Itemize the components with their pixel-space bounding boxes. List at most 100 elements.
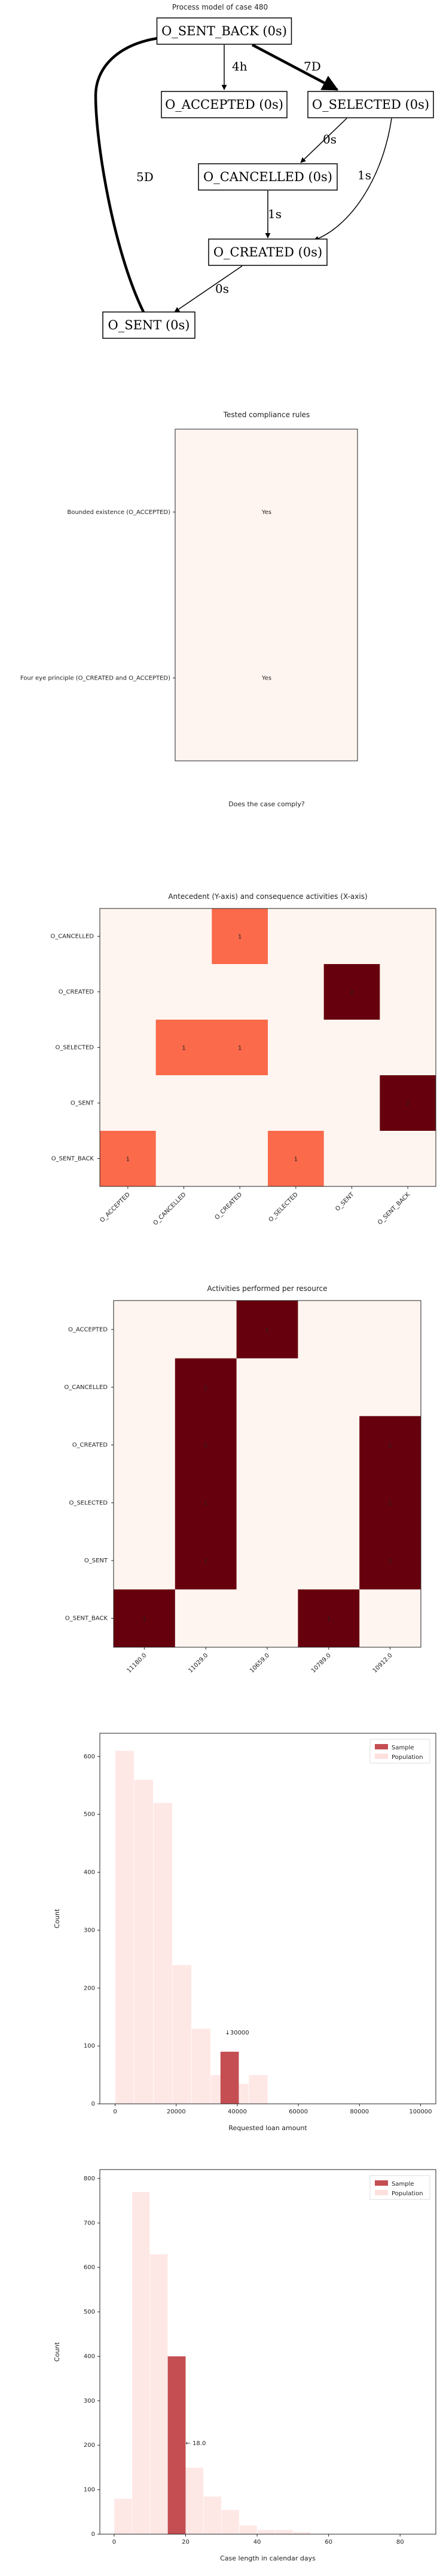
caselength-histogram-legend-label: Population — [392, 2190, 423, 2197]
resource-heatmap-cell — [114, 1358, 176, 1417]
loan-histogram-population-bar — [115, 1750, 135, 2104]
compliance-title: Tested compliance rules — [223, 411, 310, 419]
resource-heatmap-cell — [114, 1474, 176, 1532]
resource-heatmap-cell — [175, 1301, 237, 1359]
antecedent-heatmap-cell-value: 2 — [406, 1101, 410, 1108]
resource-heatmap-cell — [359, 1358, 421, 1417]
compliance-cell-value: Yes — [261, 509, 271, 516]
resource-heatmap-cell — [175, 1474, 237, 1532]
resource-heatmap-cell — [298, 1531, 360, 1590]
antecedent-heatmap-ytick-label: O_SELECTED — [55, 1045, 94, 1051]
resource-heatmap-xtick-label: 11180.0 — [126, 1652, 148, 1674]
antecedent-heatmap-cell — [268, 964, 325, 1020]
caselength-histogram-legend-swatch-sample — [375, 2180, 388, 2186]
caselength-histogram-ytick-label: 800 — [84, 2176, 95, 2182]
antecedent-heatmap-cell — [100, 1131, 157, 1187]
antecedent-heatmap-cell — [212, 1020, 268, 1076]
antecedent-heatmap-cell — [155, 908, 212, 965]
loan-histogram-population-bar — [191, 2028, 211, 2104]
resource-heatmap-cell-value: 1 — [204, 1500, 207, 1507]
caselength-histogram-population-bar — [256, 2529, 276, 2535]
resource-heatmap-cell-value: 1 — [388, 1558, 392, 1565]
caselength-histogram-ylabel: Count — [53, 2342, 61, 2361]
antecedent-consequence-heatmap: Antecedent (Y-axis) and consequence acti… — [50, 892, 436, 1226]
caselength-histogram-sample-bar — [167, 2356, 186, 2534]
caselength-histogram-xtick-label: 80 — [396, 2539, 404, 2546]
resource-heatmap-cell-value: 1 — [327, 1616, 331, 1623]
compliance-rule-label: Bounded existence (O_ACCEPTED) — [67, 509, 170, 516]
resource-heatmap-cell — [298, 1474, 360, 1532]
resource-heatmap-cell — [175, 1531, 237, 1590]
resource-heatmap-cell — [359, 1589, 421, 1648]
antecedent-heatmap-cell — [212, 964, 268, 1020]
resource-heatmap-ytick-label: O_CREATED — [72, 1442, 108, 1449]
compliance-cell-value: Yes — [261, 675, 271, 681]
caselength-histogram-xtick-label: 20 — [182, 2539, 190, 2546]
resource-heatmap-cell — [298, 1301, 360, 1359]
antecedent-heatmap-cell — [212, 1131, 268, 1187]
loan-histogram-legend-swatch-sample — [375, 1744, 388, 1749]
caselength-histogram-xtick-label: 0 — [112, 2539, 116, 2546]
process-node-label: O_SENT_BACK (0s) — [161, 24, 287, 38]
process-node-selected — [307, 91, 434, 118]
caselength-histogram-legend-label: Sample — [392, 2181, 414, 2188]
antecedent-heatmap-cell-value: 1 — [182, 1045, 185, 1052]
loan-histogram-annotation: ↓30000 — [225, 2030, 249, 2036]
antecedent-heatmap-cell — [155, 964, 212, 1020]
process-edge-label: 4h — [232, 59, 248, 74]
antecedent-heatmap-cell-value: 1 — [126, 1157, 130, 1163]
process-node-label: O_SENT (0s) — [108, 318, 190, 332]
loan-histogram-ytick-label: 600 — [84, 1754, 95, 1760]
caselength-histogram-ytick-label: 0 — [91, 2531, 95, 2538]
caselength-histogram-population-bar — [114, 2498, 133, 2535]
resource-heatmap-cell — [359, 1301, 421, 1359]
resource-heatmap-cell — [298, 1358, 360, 1417]
process-edge-selected-to-cancelled — [300, 118, 347, 163]
antecedent-heatmap-cell — [100, 964, 157, 1020]
compliance-plot-area — [175, 429, 358, 761]
loan-histogram-xtick-label: 100000 — [409, 2109, 432, 2115]
resource-heatmap-cell-value: 1 — [204, 1558, 207, 1565]
loan-histogram-ytick-label: 400 — [84, 1870, 95, 1876]
compliance-rules-chart: Tested compliance rules Bounded existenc… — [20, 411, 358, 808]
loan-histogram-xtick-label: 40000 — [228, 2109, 247, 2115]
caselength-histogram-frame — [99, 2169, 436, 2535]
process-edge-created-to-sent — [174, 265, 243, 313]
loan-histogram-legend-frame — [369, 1739, 430, 1764]
antecedent-heatmap-xtick-label: O_CANCELLED — [152, 1191, 187, 1226]
resource-heatmap-cell — [236, 1531, 298, 1590]
resource-heatmap-cell — [359, 1416, 421, 1474]
antecedent-heatmap-cell — [268, 1131, 325, 1187]
loan-amount-histogram: 0 20000 40000 60000 80000 100000 0 100 200 300 400… — [53, 1733, 436, 2132]
antecedent-heatmap-cell — [155, 1020, 212, 1076]
caselength-histogram-ytick-label: 200 — [84, 2442, 95, 2449]
loan-histogram-ytick-label: 0 — [91, 2101, 95, 2107]
process-node-sent — [102, 311, 195, 339]
caselength-histogram-annotation: ← 18.0 — [185, 2440, 206, 2447]
caselength-histogram-ytick-label: 300 — [84, 2398, 95, 2404]
process-node-cancelled — [198, 163, 338, 191]
process-node-label: O_SELECTED (0s) — [312, 97, 429, 112]
antecedent-heatmap-cell — [380, 1075, 436, 1131]
antecedent-heatmap-title: Antecedent (Y-axis) and consequence acti… — [168, 892, 367, 901]
antecedent-heatmap-cell-value: 1 — [238, 934, 242, 941]
caselength-histogram-ytick-label: 100 — [84, 2487, 95, 2494]
process-edge-selected-to-created — [313, 118, 392, 241]
process-node-accepted — [161, 91, 288, 118]
process-edge-label: 1s — [268, 207, 282, 221]
caselength-histogram-population-bar — [185, 2467, 204, 2535]
resource-heatmap-ytick-label: O_SENT — [84, 1558, 108, 1564]
process-edge-label: 7D — [304, 59, 321, 74]
resource-heatmap-ytick-label: O_SELECTED — [69, 1500, 108, 1506]
antecedent-heatmap-cell — [323, 1131, 380, 1187]
antecedent-heatmap-xtick-label: O_CREATED — [214, 1191, 244, 1221]
resource-heatmap-cell — [236, 1301, 298, 1359]
loan-histogram-population-bar — [248, 2075, 268, 2104]
process-edge-label: 0s — [215, 282, 229, 296]
caselength-histogram-population-bar — [203, 2496, 222, 2535]
process-edge-sent-to-sent-back — [94, 28, 181, 313]
process-node-label: O_ACCEPTED (0s) — [165, 97, 283, 112]
antecedent-heatmap-cell — [268, 1075, 325, 1131]
